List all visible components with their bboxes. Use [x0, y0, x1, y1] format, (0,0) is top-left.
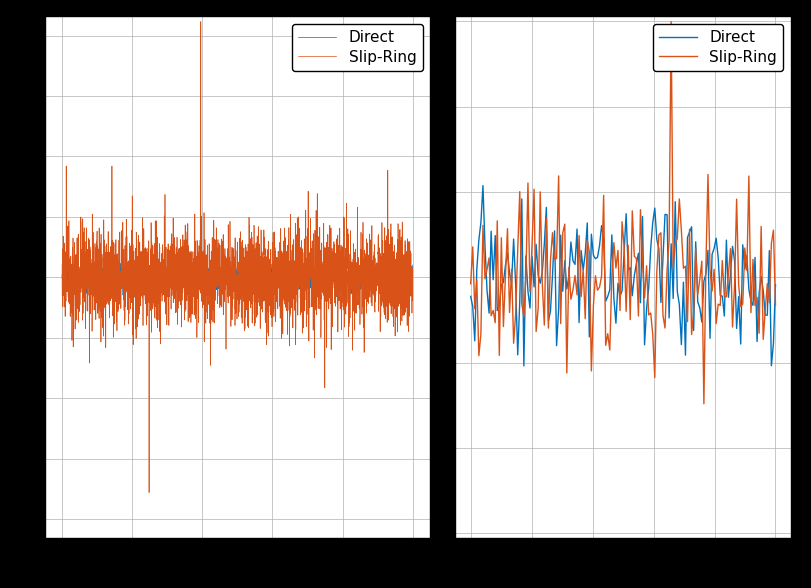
Line: Slip-Ring: Slip-Ring [470, 22, 775, 404]
Slip-Ring [196, 18, 206, 25]
Slip-Ring [566, 296, 576, 303]
Direct [408, 262, 418, 269]
Slip-Ring [667, 18, 676, 25]
Direct [770, 281, 780, 288]
Direct [58, 275, 67, 282]
Direct [680, 352, 690, 359]
Slip-Ring [699, 400, 709, 407]
Slip-Ring [408, 271, 418, 278]
Slip-Ring [722, 293, 732, 300]
Direct [478, 182, 487, 189]
Direct [207, 274, 217, 281]
Line: Slip-Ring: Slip-Ring [62, 22, 413, 493]
Direct [245, 296, 255, 303]
Direct [401, 288, 411, 295]
Slip-Ring [401, 251, 411, 258]
Slip-Ring [770, 302, 780, 309]
Slip-Ring [97, 298, 107, 305]
Direct [363, 281, 373, 288]
Slip-Ring [679, 265, 689, 272]
Direct [466, 293, 475, 300]
Direct [629, 272, 639, 279]
Direct [103, 250, 113, 257]
Direct [191, 270, 201, 278]
Slip-Ring [191, 292, 201, 299]
Legend: Direct, Slip-Ring: Direct, Slip-Ring [292, 24, 423, 71]
Slip-Ring [466, 280, 475, 288]
Slip-Ring [207, 262, 217, 269]
Slip-Ring [625, 316, 635, 323]
Direct [642, 305, 651, 312]
Slip-Ring [637, 258, 647, 265]
Slip-Ring [144, 489, 154, 496]
Slip-Ring [586, 368, 596, 375]
Direct [570, 261, 580, 268]
Direct [590, 255, 600, 262]
Direct [118, 292, 128, 299]
Line: Direct: Direct [62, 253, 413, 300]
Direct [722, 236, 732, 243]
Direct [97, 279, 107, 286]
Line: Direct: Direct [470, 186, 775, 366]
Slip-Ring [58, 261, 67, 268]
Slip-Ring [118, 246, 128, 253]
Legend: Direct, Slip-Ring: Direct, Slip-Ring [653, 24, 783, 71]
Direct [519, 362, 529, 369]
Slip-Ring [363, 252, 373, 259]
